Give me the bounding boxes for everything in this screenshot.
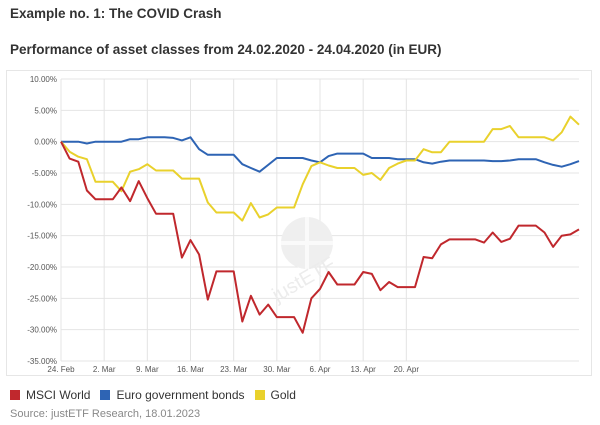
legend-swatch bbox=[100, 390, 111, 400]
y-tick-label: -35.00% bbox=[27, 357, 57, 366]
x-tick-label: 24. Feb bbox=[47, 365, 75, 374]
x-tick-label: 6. Apr bbox=[310, 365, 331, 374]
x-tick-label: 9. Mar bbox=[136, 365, 159, 374]
chart-frame: justETF 10.00% 5.00% 0.00% -5.00% -10.00% -15… bbox=[6, 70, 592, 376]
y-axis-ticks: 10.00% 5.00% 0.00% -5.00% -10.00% -15.00% -20.… bbox=[27, 75, 57, 366]
page-title: Example no. 1: The COVID Crash bbox=[10, 6, 222, 21]
legend-label: Euro government bonds bbox=[116, 388, 245, 402]
y-tick-label: -10.00% bbox=[27, 200, 57, 209]
y-tick-label: 10.00% bbox=[30, 75, 57, 84]
line-chart: justETF 10.00% 5.00% 0.00% -5.00% -10.00% -15… bbox=[27, 75, 580, 374]
legend-swatch bbox=[10, 390, 20, 400]
legend: MSCI World Euro government bonds Gold bbox=[10, 388, 296, 402]
x-axis-ticks: 24. Feb 2. Mar 9. Mar 16. Mar 23. Mar 30. Mar… bbox=[47, 365, 419, 374]
x-tick-label: 16. Mar bbox=[177, 365, 204, 374]
legend-label: MSCI World bbox=[26, 388, 91, 402]
y-tick-label: -20.00% bbox=[27, 263, 57, 272]
series-line-msci-world bbox=[60, 141, 580, 334]
y-tick-label: -25.00% bbox=[27, 294, 57, 303]
source-note: Source: justETF Research, 18.01.2023 bbox=[10, 408, 201, 420]
y-tick-label: 5.00% bbox=[34, 106, 57, 115]
x-tick-label: 30. Mar bbox=[263, 365, 290, 374]
x-tick-label: 23. Mar bbox=[220, 365, 247, 374]
x-tick-label: 13. Apr bbox=[350, 365, 376, 374]
series-layer bbox=[60, 115, 580, 334]
y-tick-label: 0.00% bbox=[34, 138, 57, 147]
series-line-gold bbox=[60, 115, 580, 222]
watermark: justETF bbox=[268, 217, 339, 307]
x-tick-label: 20. Apr bbox=[394, 365, 420, 374]
y-tick-label: -15.00% bbox=[27, 232, 57, 241]
y-tick-label: -5.00% bbox=[32, 169, 57, 178]
grid-layer bbox=[60, 78, 579, 362]
x-tick-label: 2. Mar bbox=[93, 365, 116, 374]
legend-item-msci-world[interactable]: MSCI World bbox=[10, 388, 90, 402]
y-tick-label: -30.00% bbox=[27, 326, 57, 335]
legend-item-gold[interactable]: Gold bbox=[254, 388, 296, 402]
legend-swatch bbox=[254, 390, 265, 400]
chart-subtitle: Performance of asset classes from 24.02.… bbox=[10, 42, 442, 57]
legend-label: Gold bbox=[270, 388, 296, 402]
legend-item-euro-government-bonds[interactable]: Euro government bonds bbox=[100, 388, 245, 402]
